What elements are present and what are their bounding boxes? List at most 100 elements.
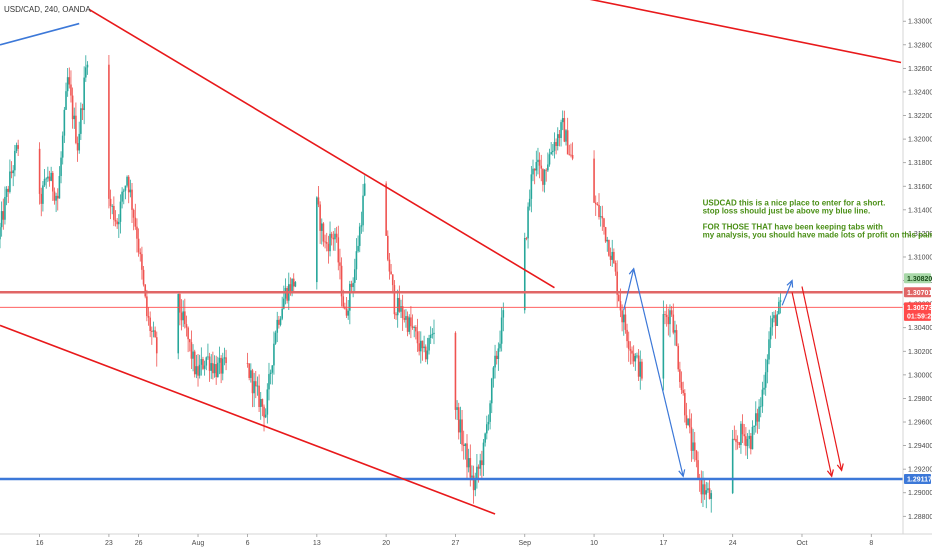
candle-down (258, 385, 260, 407)
candle-up (429, 334, 432, 339)
candle-up (702, 484, 704, 495)
candle-up (357, 245, 359, 252)
candle-down (254, 381, 257, 387)
candle-up (250, 370, 252, 378)
x-tick-label: 17 (659, 540, 667, 547)
candle-up (490, 378, 493, 404)
y-tick-label: 1.29800 (908, 396, 932, 403)
candle-down (774, 315, 777, 326)
candle-up (764, 372, 767, 388)
candle-up (537, 159, 539, 162)
candle-up (43, 178, 46, 186)
candle-up (408, 317, 411, 332)
candle-down (481, 460, 483, 466)
candle-down (390, 271, 392, 275)
candle-down (330, 233, 333, 238)
arrow-head (836, 463, 844, 472)
price-badge-label: 1.29117 (907, 477, 932, 484)
candle-down (385, 183, 387, 236)
candle-up (548, 154, 551, 165)
candle-down (193, 351, 196, 375)
candle-down (619, 301, 622, 311)
candle-up (746, 438, 749, 447)
candle-up (400, 306, 402, 312)
y-tick-label: 1.30400 (908, 325, 932, 332)
candle-down (202, 359, 204, 369)
candle-down (679, 369, 681, 383)
candle-up (195, 366, 198, 375)
candle-down (144, 284, 147, 297)
candle-down (75, 115, 77, 143)
candle-down (197, 366, 199, 376)
candle-down (184, 311, 186, 325)
candle-down (693, 442, 696, 451)
candle-up (776, 314, 779, 326)
candle-up (73, 115, 76, 120)
candle-up (198, 364, 201, 376)
candle-up (65, 91, 67, 110)
candle-down (141, 254, 143, 270)
candle-down (672, 314, 675, 333)
candle-down (386, 235, 389, 260)
candle-up (15, 145, 18, 151)
y-tick-label: 1.32600 (908, 66, 932, 73)
x-tick-label: 20 (382, 540, 390, 547)
candle-down (81, 108, 84, 111)
candle-down (665, 314, 668, 317)
candle-up (360, 225, 363, 227)
price-badge-label: 1.30820 (907, 276, 932, 283)
candle-up (428, 338, 430, 351)
candle-down (466, 443, 468, 468)
candle-down (457, 407, 460, 433)
candle-down (325, 242, 328, 244)
trendline (0, 22, 80, 46)
candle-up (494, 355, 496, 368)
candle-down (629, 349, 632, 351)
candle-down (248, 363, 250, 378)
candle-up (769, 327, 772, 340)
candle-down (570, 154, 572, 156)
candle-down (688, 418, 691, 428)
candle-down (131, 189, 133, 210)
price-badge (904, 287, 931, 298)
candle-up (253, 381, 255, 394)
candle-up (347, 310, 349, 316)
candle-up (279, 318, 282, 325)
trendline (0, 324, 496, 515)
candle-up (532, 168, 534, 175)
candle-up (773, 315, 775, 319)
candle-down (212, 363, 214, 374)
candle-up (276, 319, 279, 333)
candle-up (499, 343, 501, 349)
candle-up (291, 278, 293, 293)
candle-up (560, 122, 562, 139)
candle-up (124, 185, 127, 191)
candle-up (459, 419, 462, 433)
candle-up (119, 201, 122, 222)
candle-down (418, 343, 420, 352)
candle-up (486, 424, 488, 434)
y-tick-label: 1.31600 (908, 184, 932, 191)
candle-up (497, 348, 500, 360)
candle-down (108, 64, 110, 199)
candle-up (47, 176, 49, 179)
candle-down (469, 458, 472, 478)
candle-up (500, 317, 503, 344)
candle-up (761, 389, 764, 407)
candle-down (750, 435, 752, 450)
candle-down (40, 193, 43, 204)
candle-down (10, 171, 13, 174)
candle-up (352, 282, 354, 288)
candle-down (136, 226, 138, 239)
candle-down (472, 475, 475, 491)
candle-up (556, 134, 559, 146)
x-tick-label: 16 (36, 540, 44, 547)
candle-up (766, 359, 769, 373)
candle-down (624, 314, 627, 330)
candle-up (464, 443, 467, 446)
candle-up (471, 475, 473, 478)
arrow-line (781, 280, 793, 306)
candle-down (127, 176, 130, 193)
candle-down (139, 252, 142, 255)
